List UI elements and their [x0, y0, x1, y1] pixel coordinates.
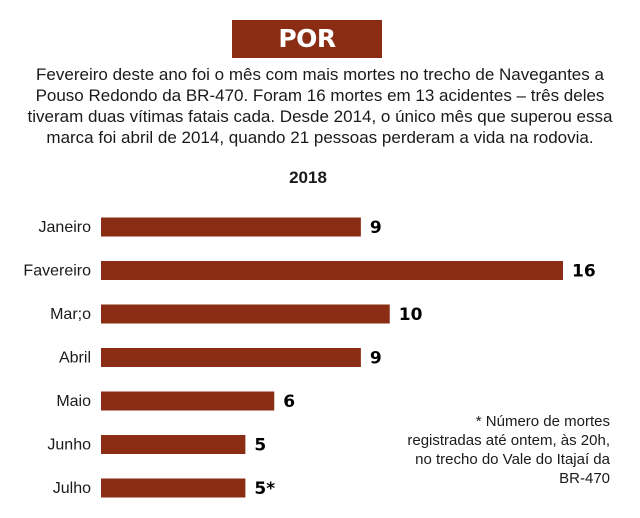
value-label: 5	[254, 436, 266, 456]
category-label: Abril	[59, 350, 91, 367]
category-label: Mar;o	[50, 306, 91, 323]
category-label: Maio	[56, 393, 91, 410]
bar	[101, 391, 275, 411]
bar	[101, 478, 246, 498]
bar	[101, 348, 361, 367]
value-label: 9	[370, 349, 382, 369]
value-label: 16	[572, 262, 596, 282]
bar	[101, 217, 361, 237]
bar	[101, 435, 246, 454]
value-label: 6	[283, 392, 295, 412]
value-label: 10	[399, 305, 423, 325]
chart-title-badge: POR MESES	[232, 20, 382, 91]
value-label: 9	[370, 218, 382, 238]
value-label: 5*	[254, 479, 275, 499]
footnote: * Número de mortes registradas até ontem…	[407, 413, 610, 487]
intro-paragraph: Fevereiro deste ano foi o mês com mais m…	[27, 65, 613, 147]
category-label: Junho	[47, 437, 91, 454]
category-label: Julho	[53, 480, 91, 497]
bar	[101, 304, 390, 324]
category-label: Janeiro	[39, 219, 92, 236]
category-label: Favereiro	[23, 263, 91, 280]
bar	[101, 261, 563, 280]
chart-year-label: 2018	[289, 168, 327, 187]
